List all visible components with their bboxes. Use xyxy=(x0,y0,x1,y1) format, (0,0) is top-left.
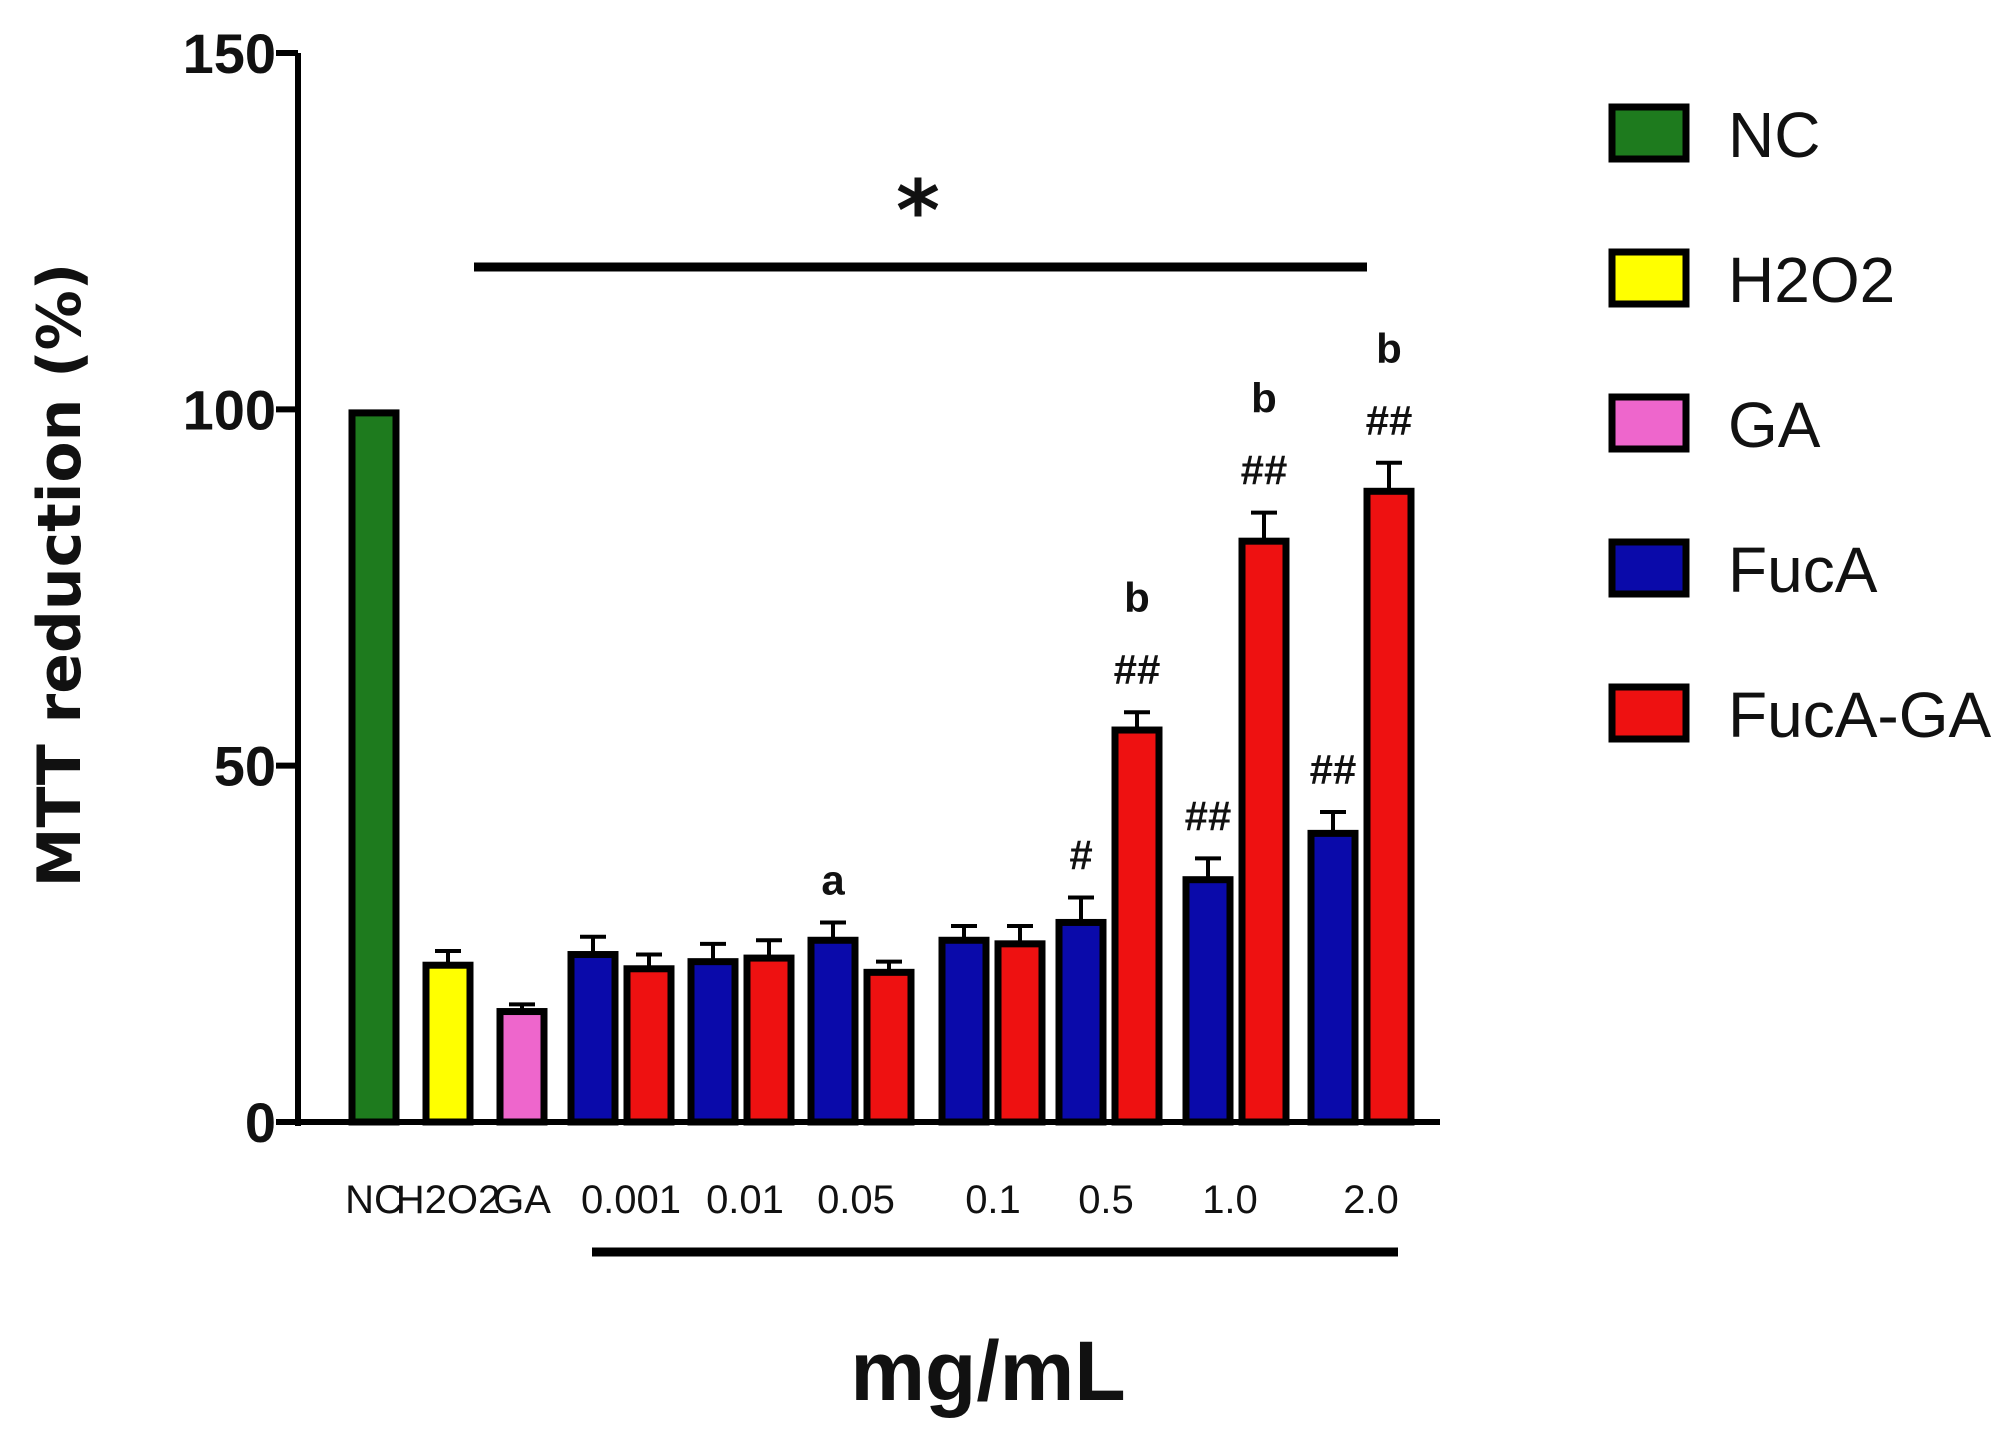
x-tick-label: 0.05 xyxy=(817,1178,895,1222)
annotation-label: # xyxy=(1069,832,1092,879)
x-axis-title: mg/mL xyxy=(850,1324,1125,1418)
annotation-label: ## xyxy=(1366,397,1413,444)
legend-label-nc: NC xyxy=(1728,99,1820,171)
annotation-label: b xyxy=(1376,325,1402,372)
legend-swatch-ga xyxy=(1608,393,1690,453)
annotation-label: b xyxy=(1251,375,1277,422)
legend-label-ga: GA xyxy=(1728,389,1821,461)
bar-fuca-ga-0.1 xyxy=(994,940,1046,1126)
plot-area: a#####b##b##b##* xyxy=(348,162,1415,1126)
legend-swatch-nc xyxy=(1608,103,1690,163)
legend-label-fuca-ga: FucA-GA xyxy=(1728,679,1991,751)
annotation-label: ## xyxy=(1185,792,1232,839)
bar-fuca-ga-0.01 xyxy=(743,954,795,1126)
bar-fuca-0.5 xyxy=(1055,918,1107,1126)
x-tick-label: 0.01 xyxy=(706,1178,784,1222)
bar-fuca-ga-1.0 xyxy=(1238,537,1290,1126)
x-tick-label: 0.1 xyxy=(965,1178,1021,1222)
legend-label-fuca: FucA xyxy=(1728,534,1878,606)
bar-fuca-2.0 xyxy=(1307,829,1359,1126)
x-tick-label: 0.001 xyxy=(581,1178,681,1222)
bar-fuca-0.1 xyxy=(938,936,990,1126)
legend-swatch-fuca-ga xyxy=(1608,683,1690,743)
annotation-label: b xyxy=(1124,574,1150,621)
significance-star: * xyxy=(896,162,940,260)
annotation-label: ## xyxy=(1310,746,1357,793)
bar-ga xyxy=(496,1008,548,1126)
x-tick-label: GA xyxy=(493,1178,551,1222)
bar-fuca-ga-0.001 xyxy=(623,965,675,1126)
bar-nc xyxy=(348,409,400,1126)
annotation-label: ## xyxy=(1114,646,1161,693)
bar-fuca-ga-0.5 xyxy=(1111,726,1163,1126)
bar-fuca-0.01 xyxy=(687,958,739,1126)
y-tick-label: 100 xyxy=(183,378,276,441)
y-tick-label: 50 xyxy=(214,735,276,798)
bar-fuca-1.0 xyxy=(1182,876,1234,1126)
y-tick-label: 0 xyxy=(245,1091,276,1154)
legend-label-h2o2: H2O2 xyxy=(1728,244,1895,316)
bar-fuca-0.05 xyxy=(807,936,859,1126)
bar-fuca-0.001 xyxy=(567,951,619,1126)
y-tick-label: 150 xyxy=(183,22,276,85)
bar-h2o2 xyxy=(422,961,474,1126)
annotation-label: ## xyxy=(1241,447,1288,494)
bar-fuca-ga-0.05 xyxy=(863,968,915,1126)
x-tick-label: 1.0 xyxy=(1202,1178,1258,1222)
bar-fuca-ga-2.0 xyxy=(1363,487,1415,1126)
x-tick-label: 2.0 xyxy=(1343,1178,1399,1222)
annotation-label: a xyxy=(821,856,845,903)
x-tick-label: H2O2 xyxy=(396,1178,501,1222)
legend-swatch-h2o2 xyxy=(1608,248,1690,308)
x-tick-label: NC xyxy=(345,1178,403,1222)
legend-swatch-fuca xyxy=(1608,538,1690,598)
x-tick-label: 0.5 xyxy=(1078,1178,1134,1222)
legend: NC H2O2 GA FucA FucA-GA xyxy=(1608,99,1991,751)
y-axis-title: MTT reduction (%) xyxy=(25,263,95,887)
